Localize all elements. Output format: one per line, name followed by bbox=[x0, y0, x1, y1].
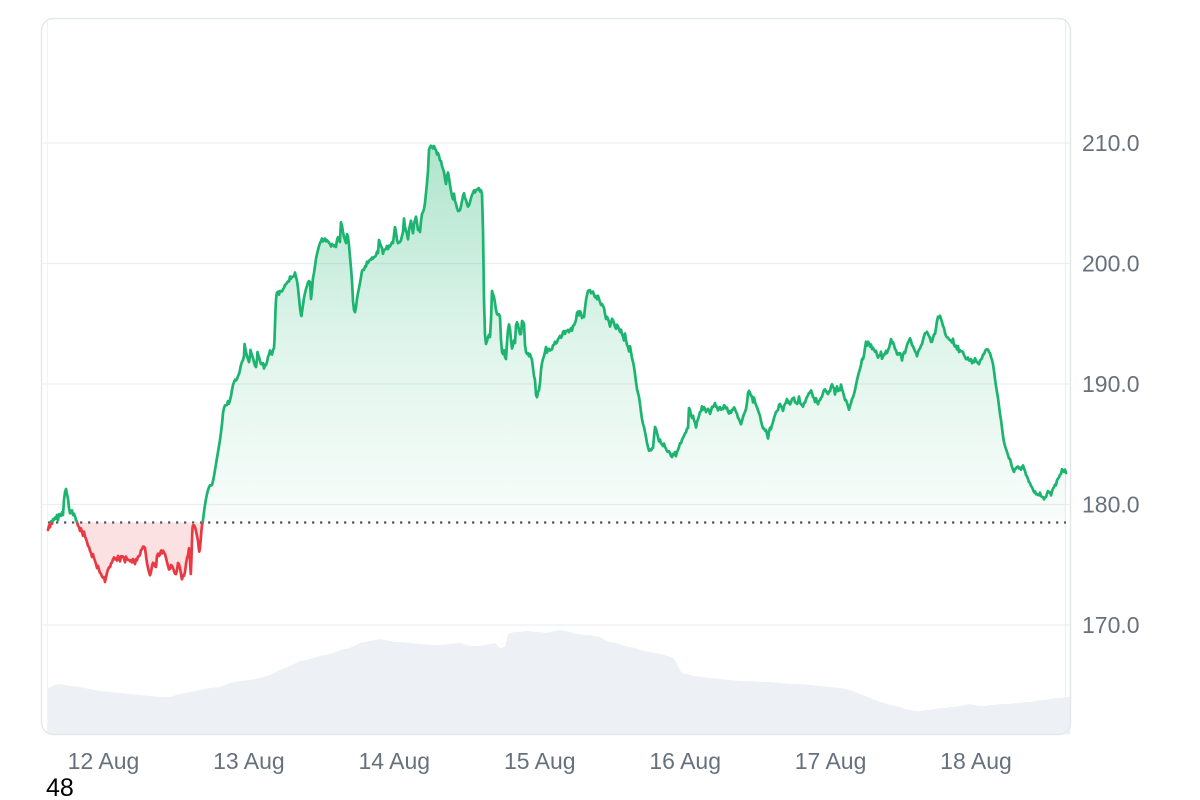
svg-text:210.0: 210.0 bbox=[1082, 130, 1140, 156]
svg-text:180.0: 180.0 bbox=[1082, 492, 1140, 518]
svg-text:13 Aug: 13 Aug bbox=[213, 748, 285, 774]
svg-text:190.0: 190.0 bbox=[1082, 371, 1140, 397]
svg-text:14 Aug: 14 Aug bbox=[358, 748, 430, 774]
svg-text:12 Aug: 12 Aug bbox=[68, 748, 140, 774]
svg-text:16 Aug: 16 Aug bbox=[649, 748, 721, 774]
svg-text:18 Aug: 18 Aug bbox=[940, 748, 1012, 774]
svg-text:48: 48 bbox=[46, 774, 74, 800]
svg-text:170.0: 170.0 bbox=[1082, 612, 1140, 638]
svg-text:200.0: 200.0 bbox=[1082, 251, 1140, 277]
svg-text:17 Aug: 17 Aug bbox=[795, 748, 867, 774]
svg-text:15 Aug: 15 Aug bbox=[504, 748, 576, 774]
